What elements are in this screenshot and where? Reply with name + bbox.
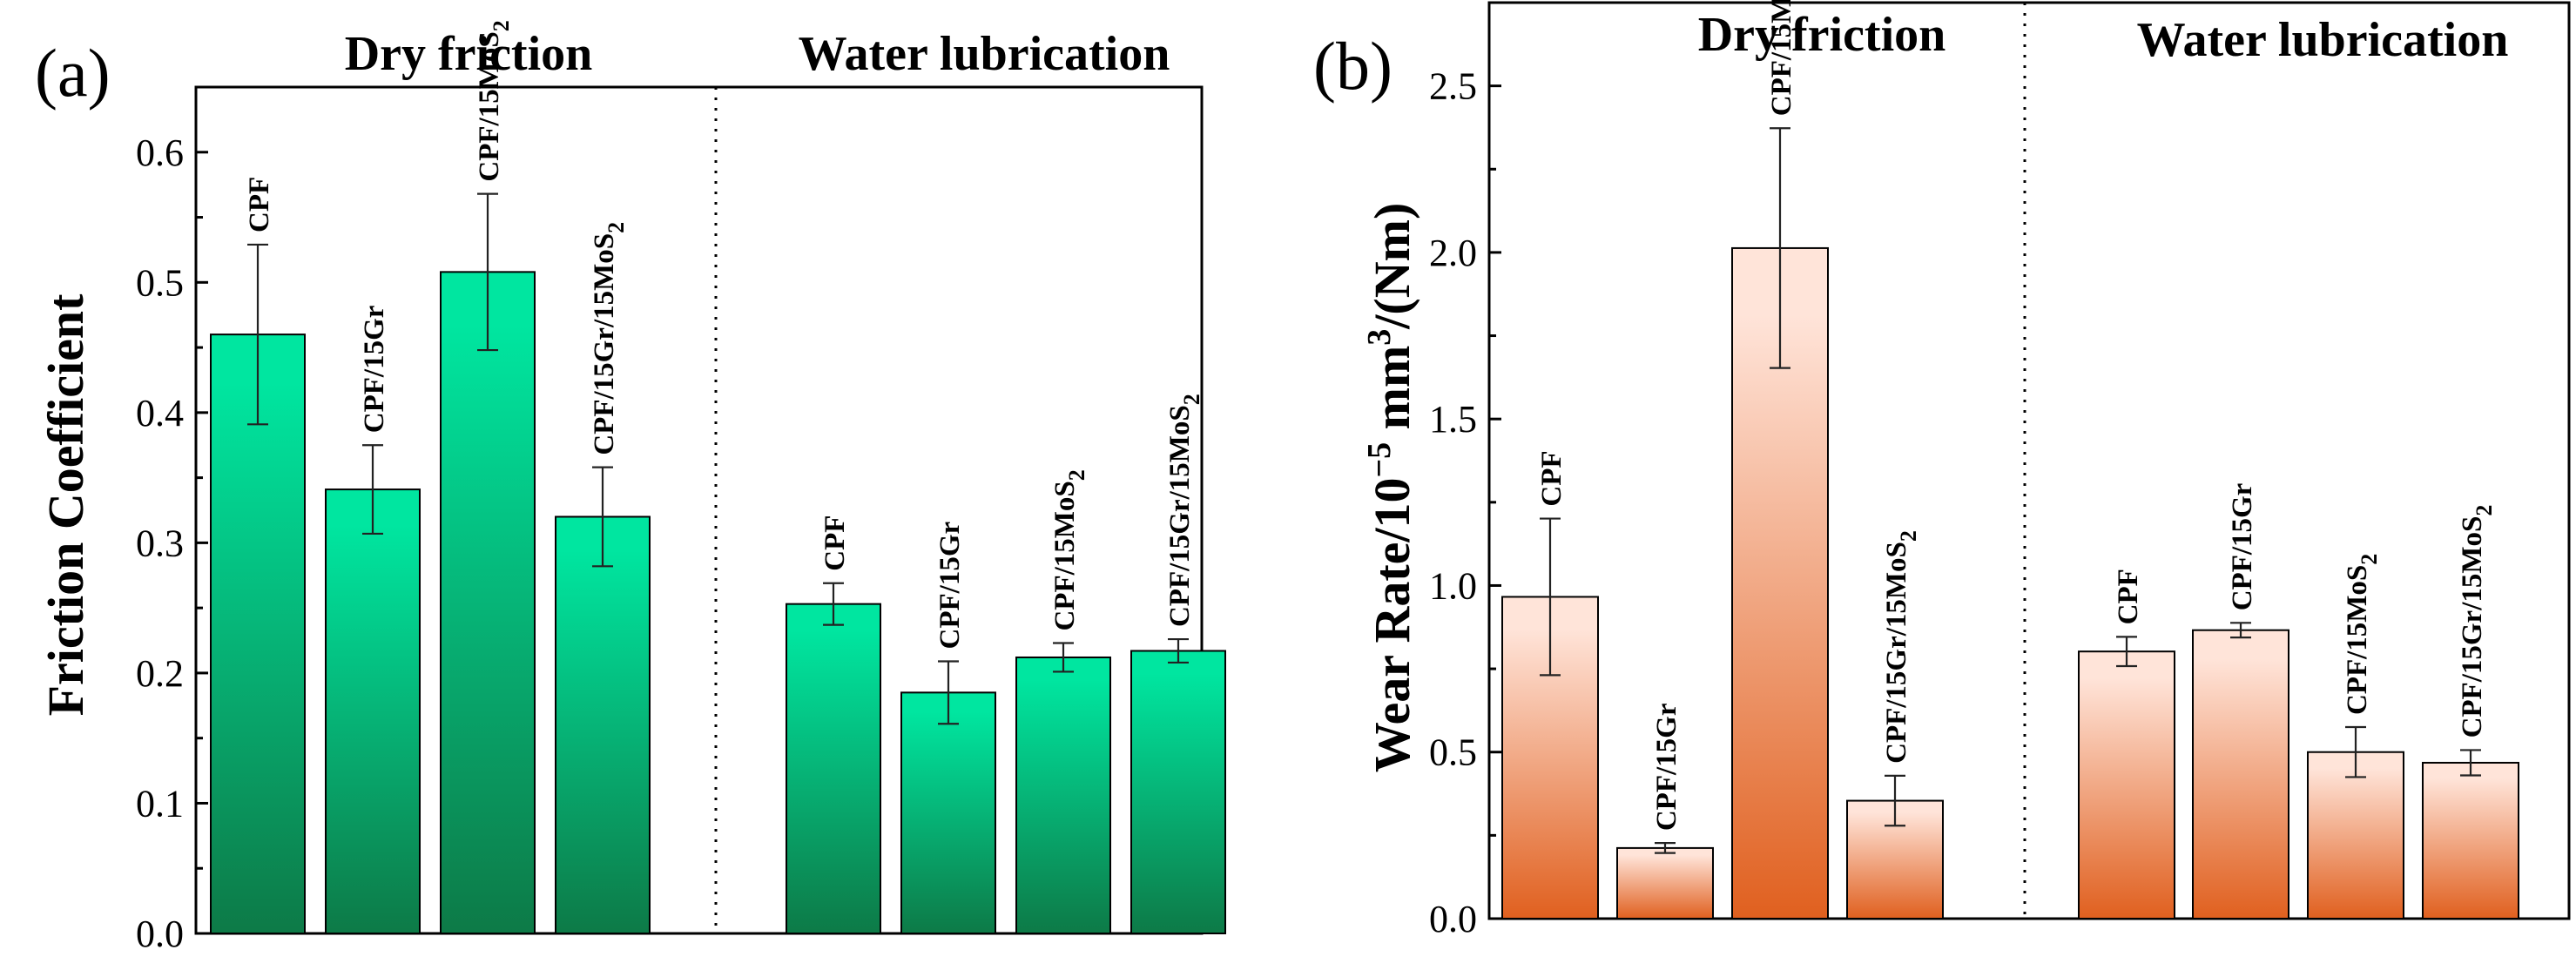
panel-label-a: (a): [35, 35, 111, 111]
y-tick-label: 2.5: [1429, 65, 1477, 108]
bar-a-1: [210, 333, 306, 935]
bar-b-1: [1501, 596, 1599, 920]
bar-label: CPF/15Gr/15MoS2: [1164, 394, 1204, 627]
y-tick-label: 1.0: [1429, 564, 1477, 607]
y-axis-label-b: Wear Rate/10−5 mm3/(Nm): [1361, 203, 1420, 773]
error-bar: [592, 466, 613, 568]
section-label-water-a: Water lubrication: [799, 27, 1170, 81]
y-tick-label: 0.2: [136, 652, 184, 695]
bar-label: CPF/15MoS2: [2342, 554, 2382, 715]
bar-label: CPF/15Gr: [1651, 704, 1682, 832]
bar-label: CPF/15MoS2: [1049, 469, 1089, 630]
bar-b-6: [2192, 629, 2289, 919]
chart-b: (b) Dry friction Water lubrication Wear …: [1313, 0, 2571, 940]
section-label-dry-b: Dry friction: [1698, 8, 1946, 62]
error-bar: [1770, 127, 1790, 369]
error-bar: [1540, 517, 1561, 677]
error-bar: [823, 582, 844, 626]
error-bar: [1053, 642, 1074, 673]
y-tick-label: 0.4: [136, 392, 184, 434]
bar-a-8: [1130, 650, 1226, 934]
error-bar: [1655, 842, 1676, 854]
error-bar: [2345, 725, 2366, 778]
bar-a-4: [555, 515, 651, 934]
error-bar: [938, 660, 959, 725]
y-tick-label: 0.0: [136, 913, 184, 955]
section-label-dry-a: Dry friction: [345, 27, 593, 81]
bar-a-7: [1015, 656, 1111, 934]
error-bar: [2460, 749, 2481, 777]
plot-area-a: 0.0 0.1 0.2 0.3 0.4 0.5 0.6 CPF CPF/15Gr CPF/15Mo…: [136, 20, 1226, 955]
error-bar: [247, 243, 268, 426]
bar-label: CPF: [819, 515, 851, 571]
bar-label: CPF/15Gr/15MoS2: [589, 222, 629, 455]
bar-a-5: [786, 603, 881, 934]
bar-label: CPF/15Gr/15MoS2: [1881, 530, 1921, 764]
bar-b-5: [2078, 650, 2175, 919]
y-tick-label: 2.0: [1429, 232, 1477, 274]
bar-label: CPF/15MoS2: [1766, 0, 1806, 116]
bar-label: CPF: [2113, 569, 2144, 624]
error-bar: [1168, 637, 1189, 664]
y-tick-label: 1.5: [1429, 398, 1477, 441]
bar-label: CPF: [244, 177, 275, 232]
section-label-water-b: Water lubrication: [2137, 13, 2509, 67]
chart-a: (a) Dry friction Water lubrication Frict…: [35, 20, 1226, 955]
bar-a-6: [900, 691, 996, 934]
error-bar: [2116, 636, 2137, 668]
bar-label: CPF/15Gr: [359, 306, 390, 434]
bar-b-8: [2422, 761, 2519, 920]
y-axis-label-a: Friction Coefficient: [37, 293, 94, 716]
y-tick-label: 0.5: [1429, 731, 1477, 774]
error-bar: [362, 444, 383, 536]
error-bar: [1885, 774, 1905, 827]
y-tick-label: 0.6: [136, 131, 184, 174]
bar-a-2: [325, 488, 421, 934]
error-bar: [2230, 622, 2251, 639]
bar-label: CPF/15Gr: [934, 522, 966, 650]
bar-label: CPF: [1536, 450, 1568, 506]
plot-frame: [1487, 1, 2571, 920]
y-tick-label: 0.1: [136, 782, 184, 825]
plot-area-b: 0.0 0.5 1.0 1.5 2.0 2.5 CPF CPF/15Gr CPF/15MoS2 C…: [1429, 0, 2571, 940]
y-tick-label: 0.5: [136, 261, 184, 304]
error-bar: [477, 192, 498, 352]
bar-label: CPF/15Gr/15MoS2: [2457, 505, 2497, 738]
y-tick-label: 0.0: [1429, 898, 1477, 940]
plot-frame: [194, 85, 1204, 935]
y-tick-label: 0.3: [136, 522, 184, 564]
bar-a-3: [440, 271, 536, 934]
bar-b-7: [2307, 751, 2404, 920]
bar-b-2: [1616, 846, 1714, 920]
bar-label: CPF/15MoS2: [474, 20, 514, 181]
panel-label-b: (b): [1313, 28, 1393, 104]
bar-label: CPF/15Gr: [2227, 483, 2258, 611]
